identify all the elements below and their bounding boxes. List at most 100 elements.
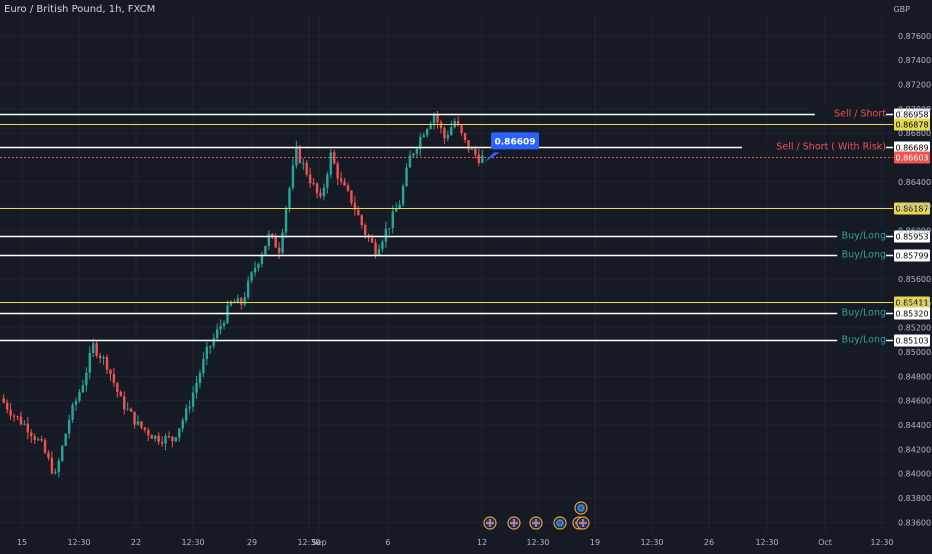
axis-price-tag [894, 202, 930, 215]
y-tick-label: 0.87400 [898, 56, 931, 65]
candle-body [205, 346, 209, 360]
x-tick-label: 12:30 [67, 538, 90, 547]
candle-body [19, 416, 23, 425]
candle-body [154, 435, 157, 439]
candle-body [12, 415, 16, 417]
candle-body [33, 436, 36, 440]
candle-body [353, 202, 357, 210]
candle-body [88, 352, 91, 373]
candle-body [160, 441, 164, 444]
candle-body [446, 135, 450, 139]
candle-body [456, 121, 460, 126]
y-tick-label: 0.84600 [898, 397, 931, 406]
candle-body [450, 127, 453, 136]
candle-body [481, 155, 484, 163]
axis-price-tag-text: 0.86958 [895, 111, 928, 120]
candle-body [419, 137, 422, 149]
candle-body [439, 122, 443, 129]
candle-body [315, 183, 319, 194]
level-label-bg [837, 229, 886, 242]
candle-body [167, 436, 171, 438]
candle-body [150, 435, 153, 439]
y-tick-label: 0.84400 [898, 421, 931, 430]
candle-body [102, 357, 105, 359]
candle-body [129, 408, 133, 412]
candle-body [319, 193, 322, 197]
candle-body [30, 432, 33, 437]
candle-body [157, 435, 160, 442]
candle-body [284, 207, 288, 233]
candle-body [312, 183, 315, 185]
candle-body [298, 146, 302, 163]
candle-body [123, 396, 126, 410]
candle-body [112, 373, 116, 383]
candle-body [43, 440, 47, 453]
candle-body [202, 359, 205, 374]
candle-body [116, 382, 119, 392]
x-tick-label: 12:30 [181, 538, 204, 547]
candle-body [133, 411, 136, 425]
candle-body [47, 452, 50, 458]
x-tick-label: 12:30 [640, 538, 663, 547]
candle-body [195, 382, 198, 393]
candle-body [181, 420, 184, 429]
candle-body [71, 404, 74, 420]
eu-flag-icon[interactable] [574, 501, 588, 515]
candle-body [222, 322, 226, 326]
y-tick-label: 0.84800 [898, 372, 931, 381]
uk-flag-icon[interactable] [483, 516, 497, 530]
candle-body [61, 445, 64, 461]
candle-body [350, 190, 353, 203]
uk-flag-icon[interactable] [576, 516, 590, 530]
y-tick-label: 0.86200 [898, 202, 931, 211]
y-tick-label: 0.84200 [898, 445, 931, 454]
candle-body [274, 236, 277, 248]
candle-body [357, 209, 360, 216]
candle-body [40, 439, 43, 441]
candle-body [98, 355, 102, 359]
axis-price-tag-text: 0.86878 [895, 121, 928, 130]
candle-body [467, 140, 470, 150]
axis-price-tag-text: 0.85320 [895, 310, 928, 319]
candle-body [398, 204, 401, 210]
eu-flag-icon[interactable] [553, 516, 567, 530]
candle-body [281, 232, 284, 253]
candle-body [5, 402, 9, 410]
candle-body [395, 209, 398, 212]
candle-body [388, 228, 391, 230]
callout-box [491, 132, 539, 150]
candle-body [463, 133, 467, 141]
candle-body [219, 325, 222, 330]
x-tick-label: 29 [247, 538, 257, 547]
candle-body [178, 428, 181, 438]
candle-body [78, 392, 81, 401]
uk-flag-icon[interactable] [507, 516, 521, 530]
y-tick-label: 0.83800 [898, 494, 931, 503]
candle-body [171, 436, 174, 442]
candle-body [140, 421, 143, 428]
candle-body [23, 423, 26, 425]
candle-body [432, 114, 436, 124]
candle-body [74, 400, 78, 405]
candle-body [264, 245, 267, 255]
uk-flag-icon[interactable] [529, 516, 543, 530]
candle-body [377, 248, 381, 256]
candle-body [236, 298, 240, 304]
candle-body [267, 233, 271, 246]
level-label-bg [814, 107, 886, 120]
candle-body [374, 242, 377, 256]
candle-body [198, 373, 202, 383]
level-label-bg [837, 306, 886, 319]
candle-body [271, 233, 274, 237]
candle-body [436, 114, 439, 123]
axis-price-tag-text: 0.85411 [895, 299, 928, 308]
y-tick-label: 0.83600 [898, 518, 931, 527]
candle-body [67, 419, 71, 434]
candle-body [243, 297, 246, 305]
candle-body [443, 128, 446, 139]
candle-body [164, 436, 167, 444]
candle-body [295, 146, 298, 166]
candle-body [474, 148, 477, 155]
